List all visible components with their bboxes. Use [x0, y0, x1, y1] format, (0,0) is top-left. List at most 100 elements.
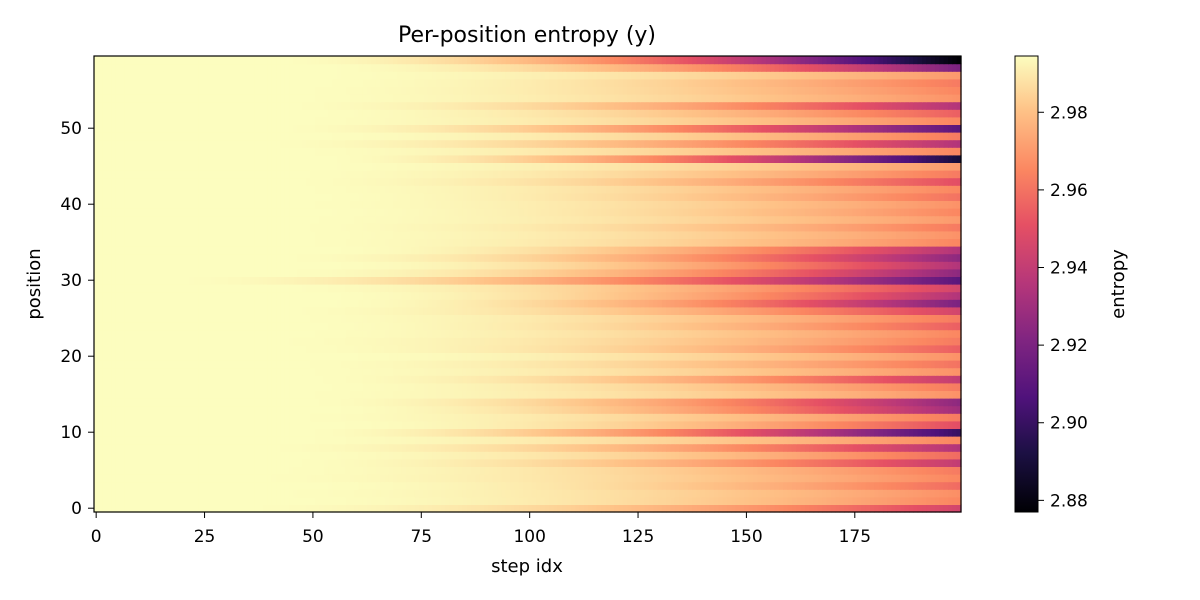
- heatmap-cell: [744, 436, 750, 445]
- heatmap-cell: [835, 329, 841, 338]
- heatmap-cell: [869, 322, 875, 331]
- heatmap-cell: [224, 405, 229, 414]
- heatmap-cell: [111, 360, 117, 369]
- heatmap-cell: [276, 367, 281, 376]
- heatmap-cell: [631, 443, 637, 452]
- heatmap-cell: [427, 451, 433, 460]
- heatmap-cell: [371, 504, 377, 513]
- heatmap-cell: [852, 375, 858, 384]
- heatmap-cell: [657, 375, 663, 384]
- heatmap-cell: [726, 344, 732, 353]
- heatmap-cell: [631, 405, 637, 414]
- heatmap-cell: [449, 322, 455, 331]
- heatmap-cell: [878, 405, 884, 414]
- heatmap-cell: [783, 375, 789, 384]
- heatmap-cell: [670, 496, 676, 505]
- heatmap-cell: [774, 489, 780, 498]
- heatmap-cell: [700, 458, 706, 467]
- heatmap-cell: [917, 496, 923, 505]
- heatmap-cell: [319, 474, 325, 483]
- heatmap-cell: [414, 428, 420, 437]
- heatmap-cell: [700, 443, 706, 452]
- heatmap-cell: [202, 390, 208, 399]
- heatmap-cell: [640, 489, 646, 498]
- heatmap-cell: [592, 405, 598, 414]
- heatmap-cell: [709, 329, 715, 338]
- heatmap-cell: [917, 329, 923, 338]
- heatmap-cell: [410, 322, 416, 331]
- heatmap-cell: [332, 443, 338, 452]
- heatmap-cell: [761, 504, 767, 513]
- heatmap-cell: [102, 329, 108, 338]
- heatmap-cell: [856, 451, 862, 460]
- heatmap-cell: [692, 375, 698, 384]
- heatmap-cell: [856, 390, 862, 399]
- heatmap-cell: [939, 504, 945, 513]
- heatmap-cell: [492, 466, 498, 475]
- heatmap-cell: [154, 322, 160, 331]
- heatmap-cell: [813, 458, 819, 467]
- heatmap-cell: [804, 375, 810, 384]
- heatmap-cell: [674, 398, 680, 407]
- heatmap-cell: [817, 322, 823, 331]
- heatmap-cell: [744, 481, 750, 490]
- heatmap-cell: [948, 420, 953, 429]
- heatmap-cell: [211, 436, 216, 445]
- heatmap-cell: [878, 337, 884, 346]
- heatmap-cell: [900, 436, 906, 445]
- heatmap-cell: [930, 443, 936, 452]
- heatmap-cell: [744, 504, 750, 513]
- heatmap-cell: [137, 413, 143, 422]
- heatmap-cell: [297, 367, 303, 376]
- heatmap-cell: [133, 360, 138, 369]
- heatmap-cell: [696, 398, 702, 407]
- heatmap-cell: [787, 436, 793, 445]
- heatmap-cell: [137, 360, 143, 369]
- heatmap-cell: [804, 405, 810, 414]
- heatmap-cell: [375, 458, 381, 467]
- heatmap-cell: [540, 405, 546, 414]
- heatmap-cell: [622, 405, 628, 414]
- heatmap-cell: [193, 375, 199, 384]
- heatmap-cell: [384, 322, 390, 331]
- heatmap-cell: [709, 466, 715, 475]
- heatmap-cell: [765, 367, 771, 376]
- heatmap-cell: [640, 474, 646, 483]
- heatmap-cell: [449, 504, 455, 513]
- heatmap-cell: [618, 443, 624, 452]
- heatmap-cell: [237, 322, 242, 331]
- heatmap-cell: [592, 504, 598, 513]
- heatmap-cell: [427, 390, 433, 399]
- heatmap-cell: [219, 344, 225, 353]
- heatmap-cell: [549, 329, 555, 338]
- heatmap-cell: [94, 390, 99, 399]
- heatmap-cell: [765, 420, 771, 429]
- heatmap-cell: [579, 443, 585, 452]
- heatmap-cell: [263, 398, 268, 407]
- heatmap-cell: [527, 405, 533, 414]
- heatmap-cell: [198, 481, 203, 490]
- heatmap-cell: [713, 382, 719, 391]
- heatmap-cell: [544, 436, 550, 445]
- heatmap-cell: [566, 481, 572, 490]
- heatmap-cell: [882, 458, 888, 467]
- heatmap-cell: [185, 367, 190, 376]
- heatmap-cell: [492, 360, 498, 369]
- heatmap-cell: [432, 428, 438, 437]
- heatmap-cell: [774, 451, 780, 460]
- heatmap-cell: [345, 504, 351, 513]
- heatmap-cell: [250, 360, 255, 369]
- heatmap-cell: [328, 405, 334, 414]
- heatmap-cell: [826, 375, 832, 384]
- heatmap-cell: [479, 398, 485, 407]
- heatmap-cell: [280, 496, 286, 505]
- heatmap-cell: [176, 436, 182, 445]
- heatmap-cell: [518, 352, 524, 361]
- heatmap-cell: [553, 322, 559, 331]
- heatmap-cell: [436, 322, 442, 331]
- heatmap-cell: [453, 382, 459, 391]
- heatmap-cell: [107, 496, 112, 505]
- heatmap-cell: [410, 375, 416, 384]
- heatmap-cell: [774, 466, 780, 475]
- heatmap-cell: [757, 375, 763, 384]
